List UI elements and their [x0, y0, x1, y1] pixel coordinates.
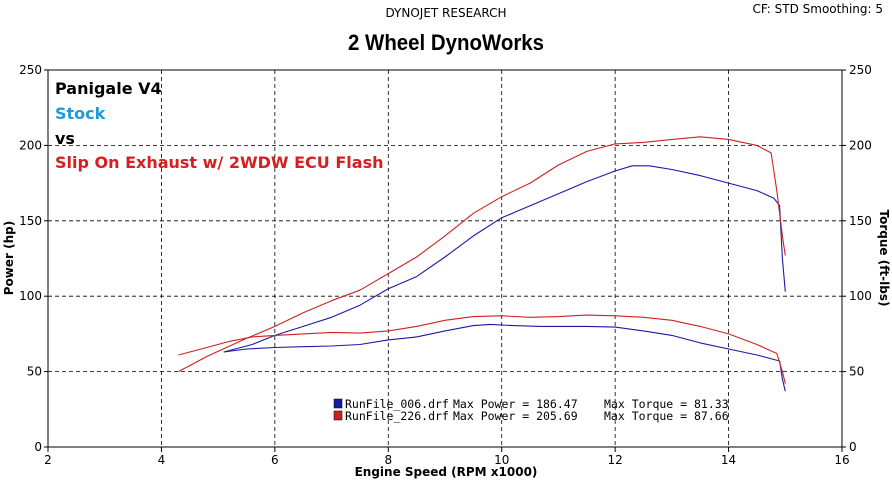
x-tick-label: 6 [271, 453, 279, 467]
series-line-power-1 [178, 136, 786, 373]
plot-frame [47, 69, 843, 448]
x-tick-label: 14 [721, 453, 736, 467]
y-tick-label-left: 0 [34, 440, 42, 454]
y-tick-label-left: 200 [19, 138, 42, 152]
y-tick-label-left: 250 [19, 63, 42, 77]
legend-file-run-226: RunFile_226.drf [345, 409, 449, 423]
series-lines [178, 136, 786, 392]
legend: RunFile_006.drf Max Power = 186.47 Max T… [333, 397, 729, 423]
annotation-stock: Stock [55, 104, 106, 123]
x-tick-label: 10 [494, 453, 509, 467]
annotation-vs: vs [55, 129, 75, 148]
y-tick-label-right: 250 [849, 63, 872, 77]
chart-title: 2 Wheel DynoWorks [348, 30, 544, 55]
header-settings: CF: STD Smoothing: 5 [752, 2, 883, 16]
x-tick-label: 12 [608, 453, 623, 467]
header-brand: DYNOJET RESEARCH [385, 6, 506, 20]
y-tick-label-left: 150 [19, 214, 42, 228]
x-tick-label: 8 [384, 453, 392, 467]
y-tick-label-right: 150 [849, 214, 872, 228]
legend-swatch-run-226 [333, 410, 343, 421]
y-axis-left-label: Power (hp) [2, 221, 16, 295]
y-tick-label-left: 100 [19, 289, 42, 303]
y-tick-label-left: 50 [27, 365, 42, 379]
legend-file-run-006: RunFile_006.drf [345, 397, 449, 411]
y-tick-label-right: 50 [849, 365, 864, 379]
annotation-modified: Slip On Exhaust w/ 2WDW ECU Flash [55, 153, 383, 172]
y-tick-label-right: 0 [849, 440, 857, 454]
annotation-block: Panigale V4 Stock vs Slip On Exhaust w/ … [55, 79, 383, 172]
y-axis-right-label: Torque (ft-lbs) [877, 210, 891, 307]
x-tick-label: 4 [158, 453, 166, 467]
series-line-torque-2 [223, 323, 786, 392]
legend-max-torque-run-226: Max Torque = 87.66 [604, 409, 729, 423]
legend-max-torque-run-006: Max Torque = 81.33 [604, 397, 729, 411]
grid [48, 70, 842, 447]
legend-swatch-run-006 [333, 398, 343, 409]
legend-max-power-run-226: Max Power = 205.69 [453, 409, 578, 423]
x-tick-label: 2 [44, 453, 52, 467]
series-line-power-0 [223, 165, 786, 353]
series-line-torque-3 [178, 314, 786, 384]
y-tick-label-right: 200 [849, 138, 872, 152]
annotation-model: Panigale V4 [55, 79, 162, 98]
x-axis-label: Engine Speed (RPM x1000) [355, 465, 538, 479]
y-tick-label-right: 100 [849, 289, 872, 303]
x-tick-label: 16 [834, 453, 849, 467]
legend-max-power-run-006: Max Power = 186.47 [453, 397, 578, 411]
